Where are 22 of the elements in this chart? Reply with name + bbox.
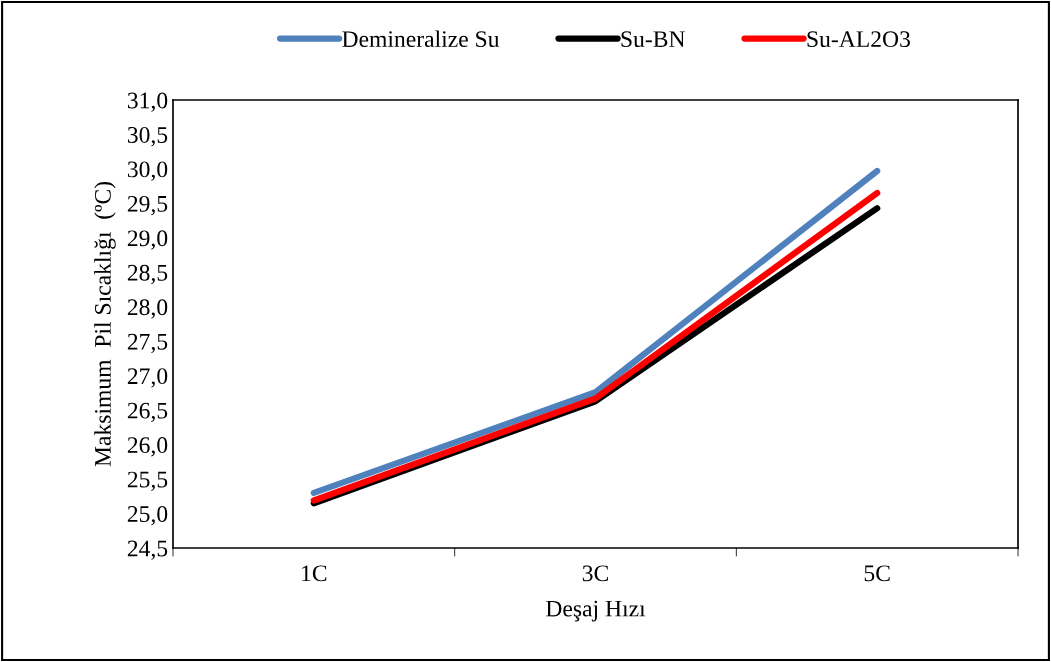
- y-tick-label: 31,0: [127, 92, 168, 112]
- y-tick-label: 28,5: [127, 264, 168, 285]
- y-tick-label: 27,5: [127, 333, 168, 354]
- legend-label: Su-AL2O3: [807, 31, 910, 48]
- x-tick-label: 1C: [302, 565, 327, 582]
- y-tick-label: 28,0: [127, 299, 168, 319]
- y-tick-label: 29,5: [127, 195, 168, 216]
- x-axis-title: Deşaj Hızı: [546, 600, 646, 622]
- y-tick-label: 30,0: [127, 161, 168, 181]
- y-tick-label: 26,0: [127, 437, 168, 457]
- legend-label: Su-BN: [621, 31, 685, 48]
- y-tick-label: 26,5: [127, 402, 168, 422]
- y-tick-label: 27,0: [127, 368, 168, 388]
- y-tick-label: 24,5: [127, 540, 168, 560]
- y-tick-label: 25,5: [127, 471, 168, 491]
- legend-label: Demineralize Su: [342, 30, 500, 48]
- y-tick-label: 25,0: [127, 506, 168, 526]
- y-tick-label: 30,5: [127, 126, 168, 147]
- x-tick-label: 3C: [582, 565, 608, 582]
- x-tick-label: 5C: [864, 565, 890, 582]
- y-axis-title: Maksimum Pil Sıcaklığı (ºC): [94, 182, 116, 467]
- y-tick-label: 29,0: [127, 230, 168, 250]
